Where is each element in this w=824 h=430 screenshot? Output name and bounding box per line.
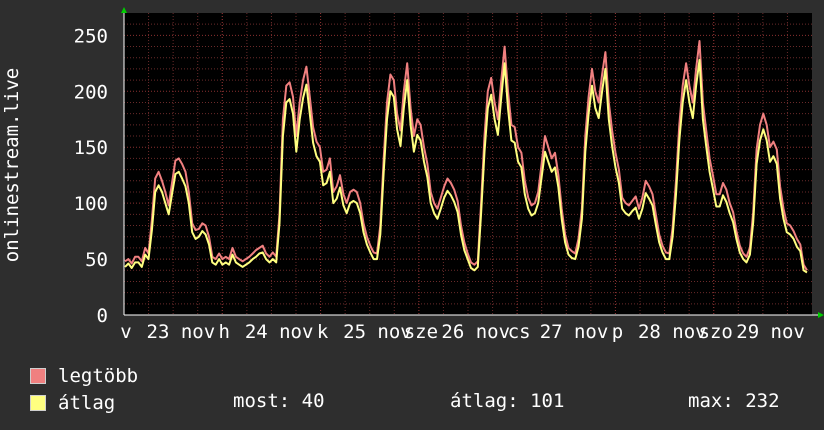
legend-label-avg: átlag [58,392,116,414]
legend-label-max: legtöbb [58,365,139,387]
x-tick-label: sze [404,321,438,343]
stat-current: most: 40 [233,390,325,412]
x-tick-label: 27 [540,321,563,343]
y-tick-label: 200 [74,81,108,103]
y-tick-label: 50 [85,249,108,271]
x-tick-label: 25 [343,321,366,343]
x-tick-label: szo [699,321,733,343]
series-line-max [124,40,808,271]
x-tick-label: 24 [245,321,268,343]
x-tick-label: nov [181,321,215,343]
x-tick-label: nov [574,321,608,343]
legend-swatch-avg [30,395,46,411]
y-tick-label: 100 [74,193,108,215]
x-tick-label: k [317,321,329,343]
y-axis-arrow [121,7,127,13]
x-tick-label: nov [377,321,411,343]
y-axis-label: onlinestream.live [1,68,23,262]
x-axis-arrow [818,312,824,318]
x-tick-label: 28 [638,321,661,343]
series-line-avg [124,59,808,274]
stat-average: átlag: 101 [450,390,565,412]
x-tick-label: cs [508,321,531,343]
x-tick-label: p [612,321,623,343]
y-tick-label: 0 [97,305,108,327]
y-tick-label: 250 [74,25,108,47]
x-tick-label: v [120,321,131,343]
x-tick-label: 26 [441,321,464,343]
x-tick-label: h [219,321,230,343]
x-tick-label: nov [672,321,706,343]
x-tick-label: 29 [736,321,759,343]
x-tick-label: nov [771,321,805,343]
stat-maximum: max: 232 [688,390,780,412]
x-tick-label: nov [279,321,313,343]
x-tick-label: nov [476,321,510,343]
legend-swatch-max [30,368,46,384]
y-tick-label: 150 [74,137,108,159]
x-tick-label: 23 [147,321,170,343]
